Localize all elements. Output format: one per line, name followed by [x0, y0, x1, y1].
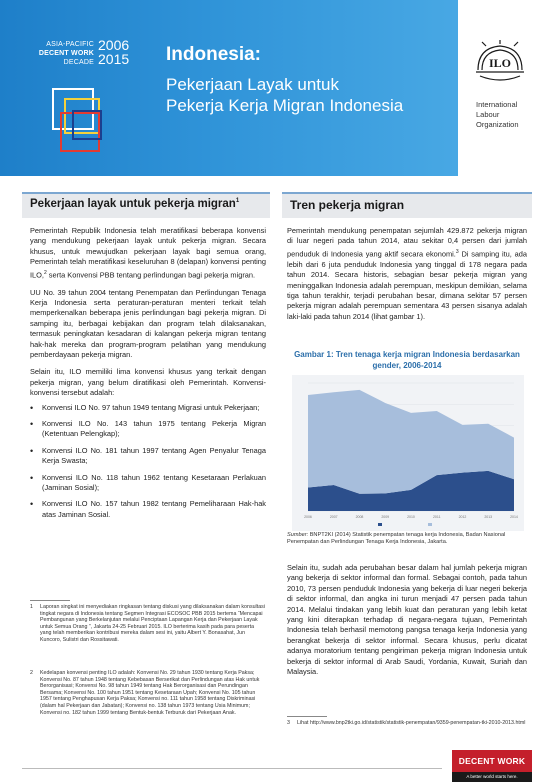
page-header: ASIA-PACIFIC DECENT WORK DECADE 2006 201…	[0, 0, 552, 176]
x-tick-label: 2011	[433, 515, 441, 519]
paragraph: Pemerintah mendukung penempatan sejumlah…	[287, 226, 527, 321]
organization-name: International Labour Organization	[476, 100, 519, 129]
conventions-list: Konvensi ILO No. 97 tahun 1949 tentang M…	[30, 403, 266, 521]
program-line-3: DECADE	[63, 59, 94, 66]
x-tick-label: 2014	[510, 515, 518, 519]
list-item: Konvensi ILO No. 143 tahun 1975 tentang …	[30, 419, 266, 440]
footnote-divider	[30, 600, 70, 601]
section-heading-decent-work: Pekerjaan layak untuk pekerja migran	[30, 198, 236, 210]
footnote-ref-1: 1	[235, 198, 240, 205]
source-label: Sumber:	[287, 532, 309, 538]
chart-source: Sumber: BNPT2KI (2014) Statistik penempa…	[287, 532, 527, 547]
page-subtitle: Pekerjaan Layak untuk Pekerja Kerja Migr…	[166, 75, 404, 115]
area-chart: 2006 2007 2008 2009 2010 2011 2012 2013 2014	[304, 382, 518, 526]
paragraph: Selain itu, sudah ada perubahan besar da…	[287, 563, 527, 677]
legend-swatch-0	[378, 523, 382, 526]
left-column: Pemerintah Republik Indonesia telah mera…	[30, 226, 266, 526]
x-tick-label: 2006	[304, 515, 312, 519]
footnote-ref-2: 2	[43, 269, 47, 276]
section-header-right: Tren pekerja migran	[282, 192, 532, 218]
series-area-0	[308, 470, 514, 511]
x-tick-label: 2010	[407, 515, 415, 519]
x-tick-label: 2008	[356, 515, 364, 519]
legend-swatch-1	[428, 523, 432, 526]
year-end: 2015	[98, 51, 130, 67]
chart-figure: 2006 2007 2008 2009 2010 2011 2012 2013 2014	[292, 375, 524, 531]
badge-title: DECENT WORK	[452, 750, 532, 772]
right-column: Pemerintah mendukung penempatan sejumlah…	[287, 226, 527, 329]
footnote-3: 3 Lihat http://www.bnp2tki.go.id/statist…	[287, 720, 526, 726]
x-tick-label: 2013	[484, 515, 492, 519]
ilo-emblem-icon: ILO	[476, 40, 524, 81]
program-line-2: DECENT WORK	[38, 50, 94, 57]
decorative-squares-graphic	[52, 88, 112, 158]
navy-square	[72, 110, 102, 140]
year-start: 2006	[98, 37, 130, 53]
paragraph: UU No. 39 tahun 2004 tentang Penempatan …	[30, 287, 266, 359]
list-item: Konvensi ILO No. 181 tahun 1997 tentang …	[30, 446, 266, 467]
chart-caption: Gambar 1: Tren tenaga kerja migran Indon…	[294, 350, 520, 370]
paragraph: Pemerintah Republik Indonesia telah mera…	[30, 226, 266, 280]
x-tick-label: 2007	[330, 515, 338, 519]
footnote-1: 1 Laporan singkat ini menyediakan ringka…	[30, 604, 265, 643]
list-item: Konvensi ILO No. 118 tahun 1962 tentang …	[30, 473, 266, 494]
x-tick-label: 2009	[381, 515, 389, 519]
footnote-divider	[287, 716, 327, 717]
list-item: Konvensi ILO No. 157 tahun 1982 tentang …	[30, 499, 266, 520]
x-tick-label: 2012	[459, 515, 467, 519]
ilo-logo-text: ILO	[489, 56, 511, 70]
ilo-logo: ILO	[472, 40, 528, 86]
paragraph: Selain itu, ILO memiliki lima konvensi k…	[30, 367, 266, 398]
source-text: BNPT2KI (2014) Statistik penempatan tena…	[287, 532, 506, 546]
series-area-1	[308, 389, 514, 494]
list-item: Konvensi ILO No. 97 tahun 1949 tentang M…	[30, 403, 266, 414]
footnote-ref-3: 3	[455, 248, 459, 255]
section-heading-trends: Tren pekerja migran	[290, 198, 405, 212]
page-title: Indonesia:	[166, 44, 262, 65]
decent-work-badge: DECENT WORK A better world starts here.	[452, 750, 532, 782]
badge-tagline: A better world starts here.	[452, 772, 532, 782]
program-line-1: ASIA-PACIFIC	[46, 41, 94, 48]
bottom-divider	[22, 768, 442, 769]
section-header-left: Pekerjaan layak untuk pekerja migran1	[22, 192, 270, 218]
red-square	[60, 112, 100, 152]
footnote-2: 2 Kedelapan konvensi penting ILO adalah:…	[30, 670, 260, 716]
